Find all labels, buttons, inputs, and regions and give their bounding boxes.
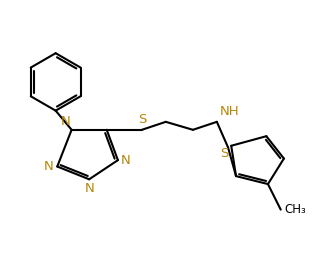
Text: S: S	[138, 113, 146, 126]
Text: N: N	[44, 160, 53, 173]
Text: CH₃: CH₃	[284, 203, 306, 216]
Text: N: N	[120, 154, 130, 167]
Text: S: S	[220, 147, 228, 160]
Text: N: N	[84, 182, 94, 195]
Text: N: N	[60, 115, 70, 128]
Text: NH: NH	[219, 105, 239, 118]
